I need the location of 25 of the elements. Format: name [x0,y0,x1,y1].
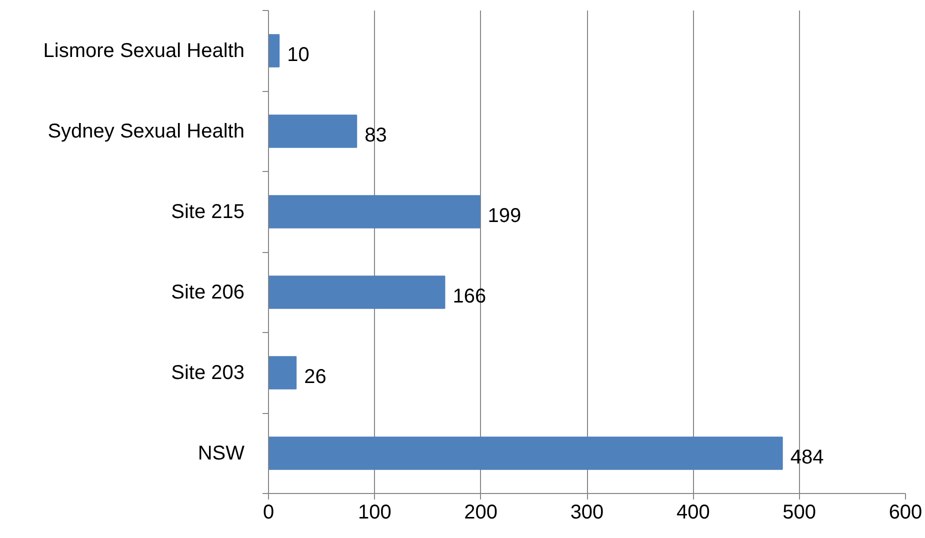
bar [268,114,358,148]
bar [268,34,280,68]
y-tick-label: Site 206 [171,281,244,304]
x-tick-label: 400 [676,502,710,524]
y-tick-label: Sydney Sexual Health [48,120,245,142]
x-tick-label: 600 [888,502,922,524]
x-tick-label: 300 [570,502,604,524]
data-label: 484 [790,446,824,468]
data-label: 83 [364,124,387,146]
x-tick-label: 500 [782,502,816,524]
y-tick-label: Site 215 [171,200,244,223]
data-label: 10 [287,44,310,66]
data-label: 26 [304,366,326,388]
y-tick-label: Lismore Sexual Health [43,40,245,62]
data-label: 166 [452,285,486,308]
data-label: 199 [488,204,522,227]
bar [268,276,446,309]
x-tick-label: 100 [358,502,392,524]
y-tick-label: NSW [198,442,245,464]
y-tick-label: Site 203 [171,362,244,384]
x-tick-label: 200 [464,502,498,524]
bar [268,436,783,470]
x-tick-label: 0 [262,502,274,524]
bar [268,195,480,228]
bar [268,356,297,390]
